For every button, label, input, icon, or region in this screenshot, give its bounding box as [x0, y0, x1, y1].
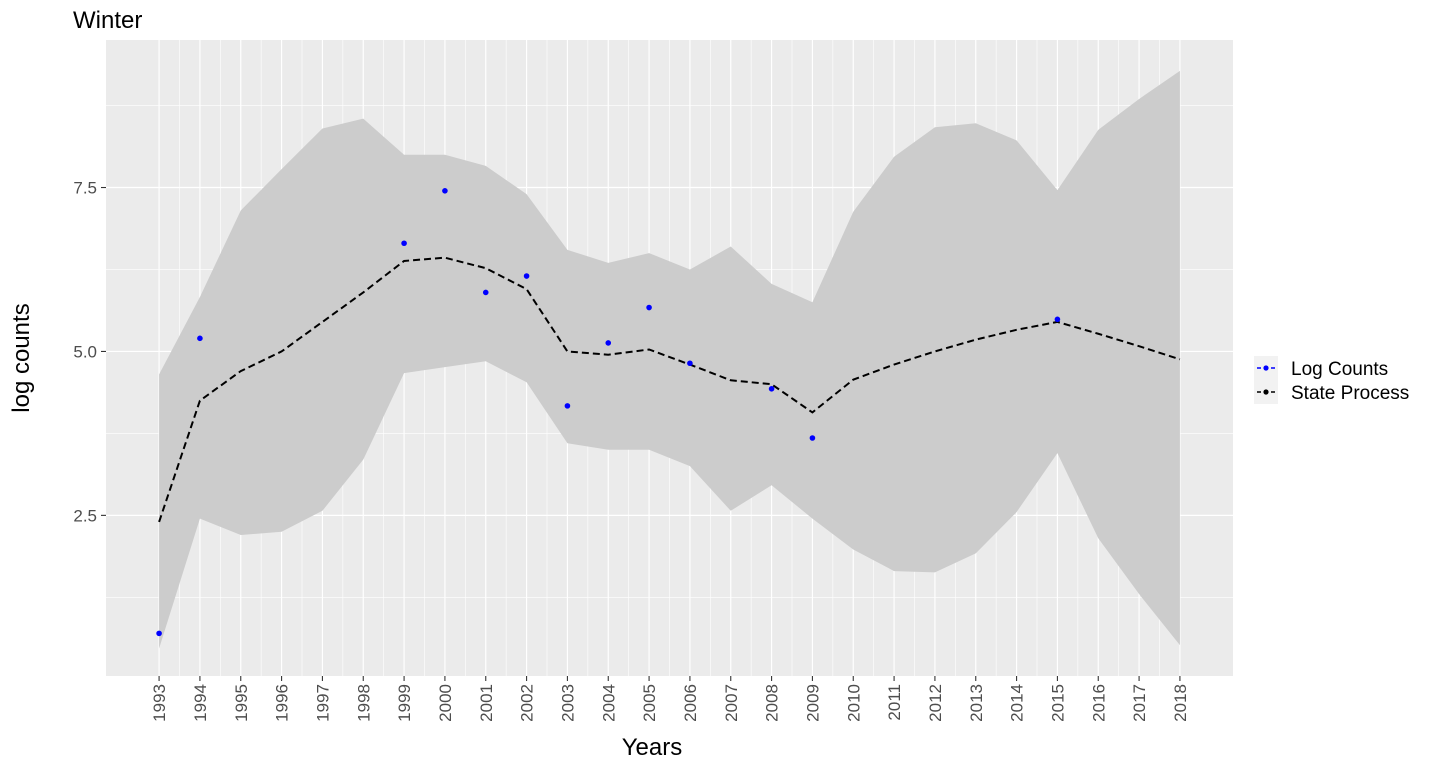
log-count-point-1993	[156, 630, 162, 637]
x-tick-label-17: 2010	[844, 684, 863, 722]
x-tick-label-0: 1993	[150, 684, 169, 722]
chart-title: Winter	[73, 7, 142, 34]
log-count-point-2009	[809, 435, 816, 441]
x-axis-title: Years	[622, 734, 683, 761]
x-tick-label-8: 2001	[477, 684, 496, 722]
y-axis: 2.5 5.0 7.5	[73, 179, 106, 525]
y-tick-label-0: 2.5	[73, 506, 97, 525]
x-tick-label-21: 2014	[1008, 684, 1027, 722]
log-count-point-2005	[646, 304, 652, 311]
log-count-point-2002	[523, 273, 530, 279]
x-tick-label-12: 2005	[640, 684, 659, 722]
x-tick-label-14: 2007	[722, 684, 741, 722]
legend-log-counts-point-swatch	[1263, 365, 1269, 371]
y-tick-label-1: 5.0	[73, 342, 97, 361]
state-process-layer	[158, 256, 1181, 523]
log-count-point-2008	[768, 386, 775, 392]
confidence-ribbon	[159, 70, 1180, 649]
x-tick-label-4: 1997	[313, 684, 332, 722]
x-tick-label-7: 2000	[436, 684, 455, 722]
x-tick-label-3: 1996	[273, 684, 292, 722]
x-tick-label-16: 2009	[803, 684, 822, 722]
x-tick-label-13: 2006	[681, 684, 700, 722]
confidence-ribbon-layer	[159, 70, 1180, 649]
log-count-point-2006	[687, 360, 693, 367]
log-count-point-1994	[197, 335, 203, 342]
legend-label-state-process: State Process	[1291, 383, 1409, 404]
x-axis: 1993 1994 1995 1996 1997 1998 1999 2000 2001 2002…	[150, 676, 1190, 722]
x-tick-label-6: 1999	[395, 684, 414, 722]
x-tick-label-2: 1995	[232, 684, 251, 722]
x-tick-label-18: 2011	[885, 684, 904, 721]
log-count-point-2001	[482, 289, 489, 296]
x-tick-label-20: 2013	[967, 684, 986, 722]
legend-state-process-point-swatch	[1263, 389, 1269, 395]
x-tick-label-22: 2015	[1048, 684, 1067, 722]
x-tick-label-11: 2004	[599, 684, 618, 722]
state-process-line	[158, 256, 1181, 523]
log-counts-layer	[156, 188, 1061, 637]
x-tick-label-25: 2018	[1171, 684, 1190, 722]
log-count-point-2015	[1054, 316, 1061, 323]
x-tick-label-9: 2002	[518, 684, 537, 722]
y-axis-title: log counts	[8, 303, 35, 412]
legend: Log Counts State Process	[1254, 356, 1409, 404]
log-count-point-1999	[401, 240, 407, 247]
log-count-point-2004	[605, 340, 612, 346]
x-tick-label-1: 1994	[191, 684, 210, 722]
x-tick-label-10: 2003	[558, 684, 577, 722]
x-tick-label-23: 2016	[1089, 684, 1108, 722]
legend-label-log-counts: Log Counts	[1291, 359, 1388, 380]
log-count-point-2003	[564, 403, 571, 409]
x-tick-label-19: 2012	[926, 684, 945, 722]
log-count-point-2000	[442, 188, 448, 194]
x-tick-label-15: 2008	[763, 684, 782, 722]
x-tick-label-5: 1998	[354, 684, 373, 722]
x-tick-label-24: 2017	[1130, 684, 1149, 722]
y-tick-label-2: 7.5	[73, 179, 97, 198]
